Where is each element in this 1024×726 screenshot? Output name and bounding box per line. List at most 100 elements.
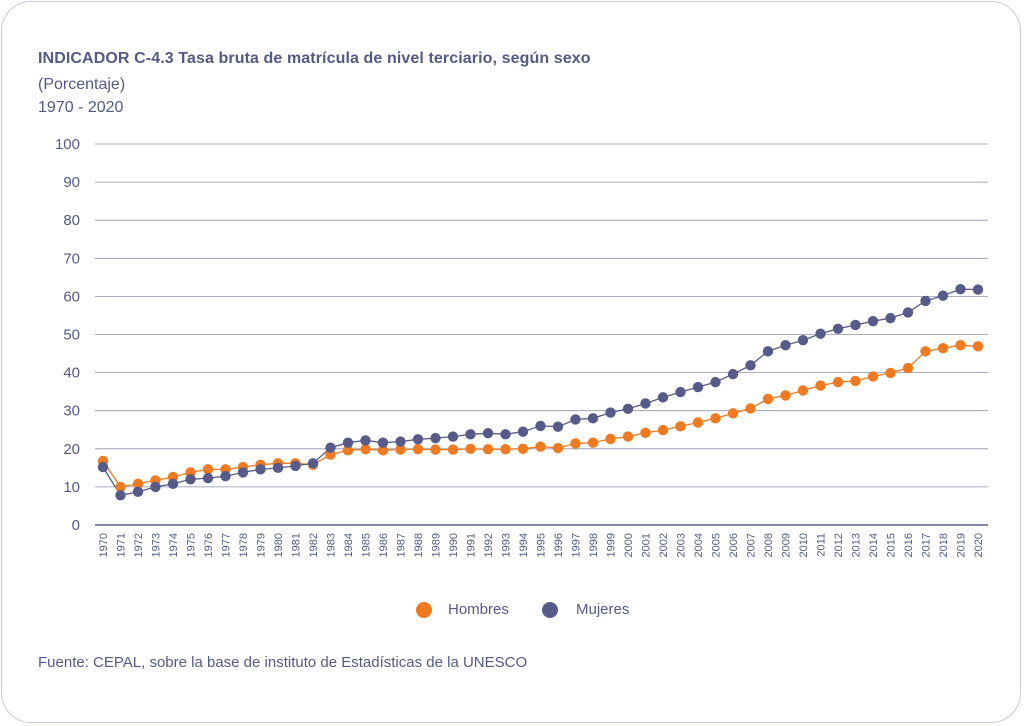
data-point-hombres	[395, 444, 406, 455]
data-point-mujeres	[325, 442, 336, 453]
data-point-mujeres	[780, 339, 791, 351]
x-tick-label: 1980	[273, 533, 285, 557]
data-point-mujeres	[850, 319, 861, 331]
y-axis-ticks: 0 10 20 30 40 50 60 70 80 90 100	[55, 136, 80, 534]
data-point-mujeres	[412, 434, 424, 445]
data-point-mujeres	[430, 432, 441, 444]
data-point-mujeres	[185, 474, 196, 485]
source-note: Fuente: CEPAL, sobre la base de institut…	[38, 654, 528, 671]
y-tick-label: 40	[63, 365, 80, 382]
data-point-hombres	[920, 346, 931, 357]
data-point-mujeres	[570, 414, 581, 425]
data-point-mujeres	[710, 376, 721, 388]
data-point-hombres	[500, 443, 511, 455]
x-tick-label: 2002	[658, 533, 670, 557]
x-tick-label: 2015	[886, 533, 898, 557]
data-point-mujeres	[272, 462, 284, 474]
data-point-mujeres	[815, 328, 826, 339]
data-point-mujeres	[500, 429, 511, 440]
data-point-mujeres	[97, 461, 109, 473]
data-point-mujeres	[832, 323, 844, 334]
series-layer	[97, 283, 984, 501]
x-tick-label: 1991	[466, 533, 478, 557]
x-tick-label: 1975	[186, 533, 198, 557]
x-tick-label: 1996	[553, 533, 565, 557]
x-tick-label: 1978	[238, 533, 250, 557]
data-point-hombres	[622, 431, 634, 442]
x-tick-label: 2008	[763, 533, 775, 557]
legend: Hombres Mujeres	[416, 601, 629, 618]
legend-label-mujeres: Mujeres	[576, 601, 629, 618]
x-axis-ticks: 1970 1971 1972 1973 1974 1975 1976 1977 1978 1979…	[98, 533, 985, 557]
data-point-mujeres	[237, 467, 249, 478]
x-tick-label: 2016	[903, 533, 915, 557]
data-point-mujeres	[535, 420, 546, 432]
data-point-hombres	[815, 380, 826, 391]
y-tick-label: 100	[55, 136, 80, 153]
data-point-mujeres	[955, 283, 966, 295]
data-point-hombres	[797, 385, 809, 396]
y-tick-label: 20	[63, 441, 80, 458]
x-tick-label: 2009	[781, 533, 793, 557]
data-point-mujeres	[342, 437, 354, 448]
x-tick-label: 2006	[728, 533, 740, 557]
x-tick-label: 2003	[676, 533, 688, 557]
data-point-mujeres	[150, 481, 161, 493]
x-tick-label: 2007	[746, 533, 758, 557]
data-point-mujeres	[517, 426, 529, 437]
legend-marker-mujeres	[542, 602, 558, 618]
data-point-mujeres	[395, 436, 406, 447]
data-point-hombres	[972, 341, 984, 352]
x-tick-label: 2010	[798, 533, 810, 557]
x-tick-label: 1998	[588, 533, 600, 557]
data-point-mujeres	[885, 312, 896, 324]
x-tick-label: 2018	[938, 533, 950, 557]
series-line-mujeres	[102, 288, 979, 497]
data-point-hombres	[902, 362, 914, 374]
data-point-mujeres	[745, 360, 756, 371]
x-tick-label: 1985	[361, 533, 373, 557]
x-tick-label: 1992	[483, 533, 495, 557]
chart-subtitle: (Porcentaje)	[38, 76, 126, 93]
legend-marker-hombres	[416, 602, 432, 618]
y-tick-label: 80	[63, 212, 80, 229]
data-point-mujeres	[360, 435, 371, 446]
y-tick-label: 0	[72, 517, 80, 534]
x-tick-label: 1972	[133, 533, 145, 557]
x-tick-label: 2000	[623, 533, 635, 557]
data-point-mujeres	[762, 346, 774, 357]
legend-label-hombres: Hombres	[448, 601, 509, 618]
grid-lines	[95, 143, 988, 526]
data-point-mujeres	[972, 284, 984, 295]
x-tick-label: 1988	[413, 533, 425, 557]
series-line-hombres	[102, 344, 979, 488]
data-point-hombres	[342, 445, 354, 456]
data-point-mujeres	[115, 490, 126, 501]
x-tick-label: 1982	[308, 533, 320, 557]
data-point-mujeres	[552, 421, 564, 432]
x-tick-label: 1984	[343, 533, 355, 557]
x-tick-label: 1981	[291, 533, 303, 557]
data-point-hombres	[377, 445, 389, 456]
data-point-mujeres	[605, 407, 616, 418]
data-point-mujeres	[937, 290, 949, 301]
y-tick-label: 10	[63, 479, 80, 496]
x-tick-label: 2012	[833, 533, 845, 557]
data-point-hombres	[657, 424, 669, 436]
data-point-hombres	[867, 371, 879, 382]
y-tick-label: 90	[63, 174, 80, 191]
data-point-hombres	[202, 464, 214, 475]
data-point-mujeres	[657, 392, 669, 403]
data-point-hombres	[115, 481, 126, 493]
x-tick-label: 1994	[518, 533, 530, 557]
data-point-mujeres	[692, 381, 704, 393]
data-point-mujeres	[307, 458, 319, 469]
data-point-hombres	[762, 393, 774, 405]
y-tick-label: 70	[63, 250, 80, 267]
data-point-hombres	[552, 442, 564, 454]
x-tick-label: 1986	[378, 533, 390, 557]
data-point-hombres	[465, 443, 476, 454]
data-point-hombres	[482, 443, 494, 455]
data-point-hombres	[640, 427, 651, 438]
